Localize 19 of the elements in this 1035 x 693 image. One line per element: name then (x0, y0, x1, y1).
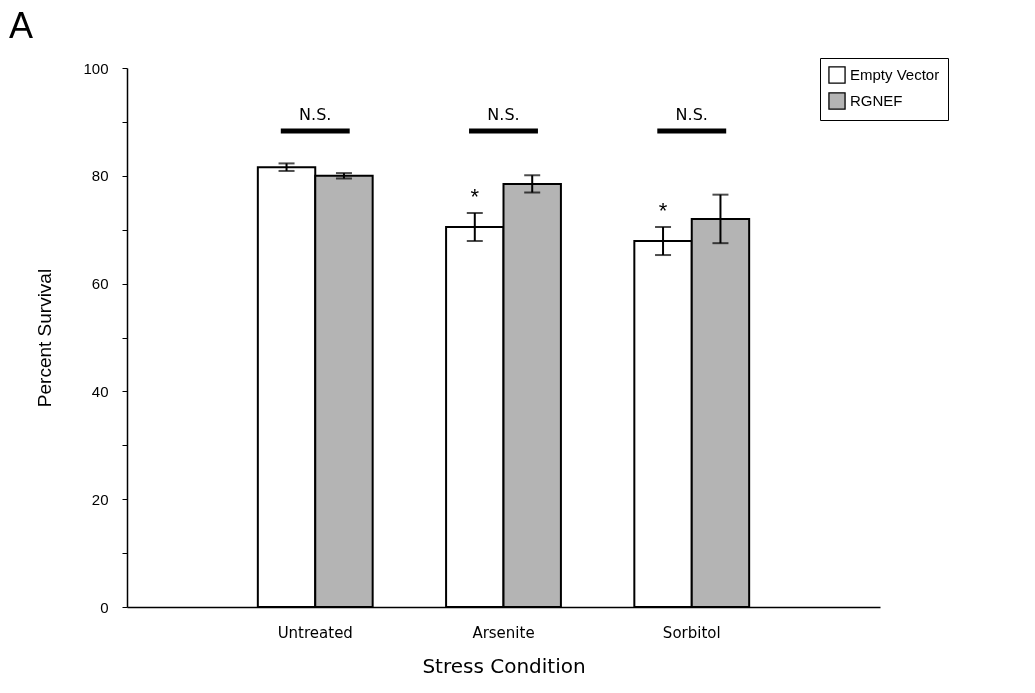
legend-label: Empty Vector (850, 66, 940, 83)
y-tick-label: 100 (83, 59, 109, 77)
y-tick-label: 20 (91, 490, 109, 508)
x-tick-label: Untreated (277, 623, 353, 642)
annotation: N.S. (487, 105, 520, 124)
data-label: * (658, 198, 668, 224)
y-tick-label: 40 (91, 382, 109, 400)
annotation: N.S. (299, 105, 332, 124)
y-tick-label: 60 (91, 275, 109, 293)
x-tick-label: Arsenite (472, 623, 535, 642)
annotation: N.S. (675, 105, 708, 124)
data-label: * (470, 183, 480, 209)
legend-label: RGNEF (850, 92, 903, 109)
x-tick-label: Sorbitol (662, 623, 721, 642)
y-tick-label: 0 (100, 598, 109, 616)
y-tick-label: 80 (91, 167, 109, 185)
chart-title: A (9, 4, 34, 46)
y-axis-title: Percent Survival (34, 268, 56, 408)
x-axis-title: Stress Condition (422, 653, 586, 678)
